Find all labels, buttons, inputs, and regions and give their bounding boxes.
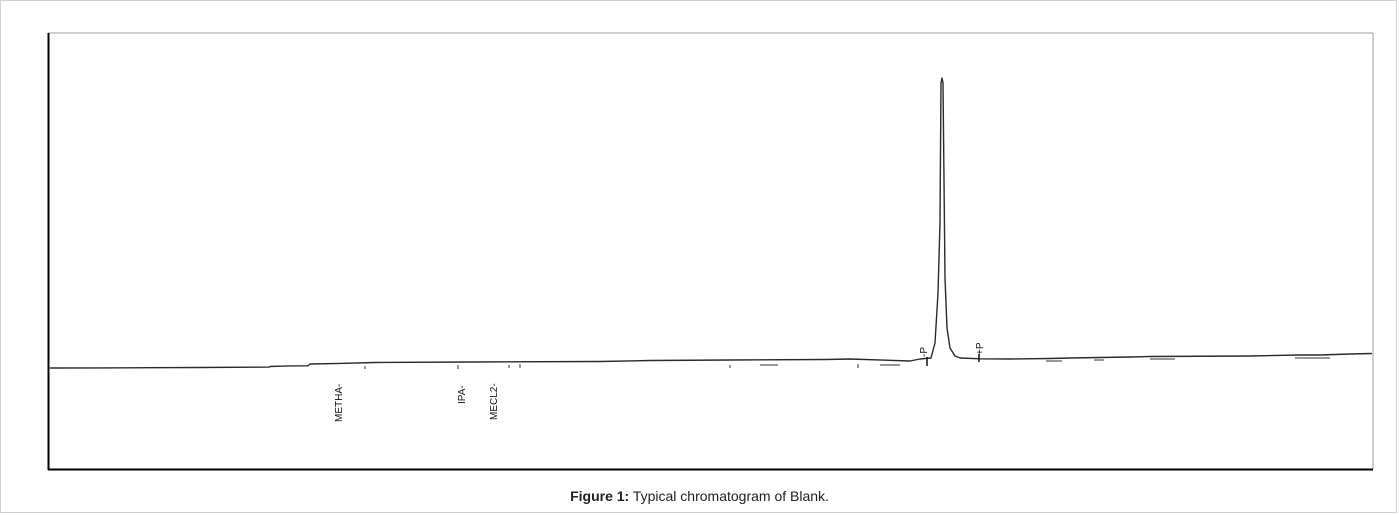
label-ipa: IPA- (457, 385, 468, 404)
caption-text: Typical chromatogram of Blank. (629, 488, 829, 504)
chromatogram-svg: METHA- IPA- MECL2- -P +P (47, 32, 1374, 471)
caption-prefix: Figure 1: (570, 488, 630, 504)
baseline-noise (364, 357, 1330, 369)
label-peak-start: -P (919, 347, 930, 357)
chromatogram-chart: METHA- IPA- MECL2- -P +P (47, 32, 1374, 471)
figure-caption: Figure 1: Typical chromatogram of Blank. (0, 488, 1399, 504)
label-peak-end: +P (975, 342, 986, 355)
chromatogram-trace (49, 77, 1373, 369)
label-metha: METHA- (334, 384, 345, 422)
label-mecl2: MECL2- (489, 383, 500, 420)
